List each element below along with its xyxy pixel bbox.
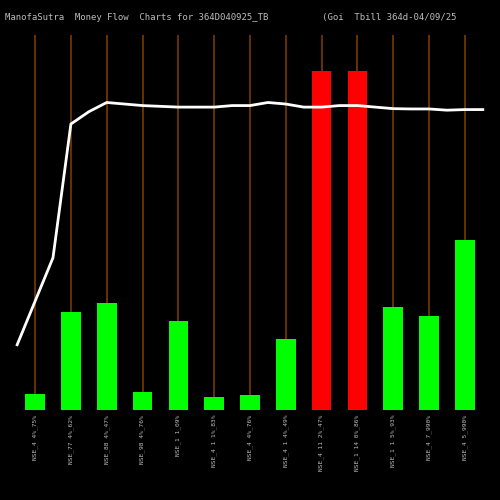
Bar <box>168 320 188 410</box>
Bar <box>97 303 116 410</box>
Text: ManofaSutra  Money Flow  Charts for 364D040925_TB          (Goi  Tbill 364d-04/0: ManofaSutra Money Flow Charts for 364D04… <box>5 12 500 22</box>
Bar <box>348 70 368 410</box>
Bar <box>455 240 475 410</box>
Bar <box>384 308 403 410</box>
Bar <box>276 338 295 410</box>
Bar <box>420 316 439 410</box>
Bar <box>312 70 332 410</box>
Bar <box>61 312 80 410</box>
Bar <box>240 395 260 410</box>
Bar <box>25 394 45 410</box>
Bar <box>204 396 224 410</box>
Bar <box>132 392 152 410</box>
